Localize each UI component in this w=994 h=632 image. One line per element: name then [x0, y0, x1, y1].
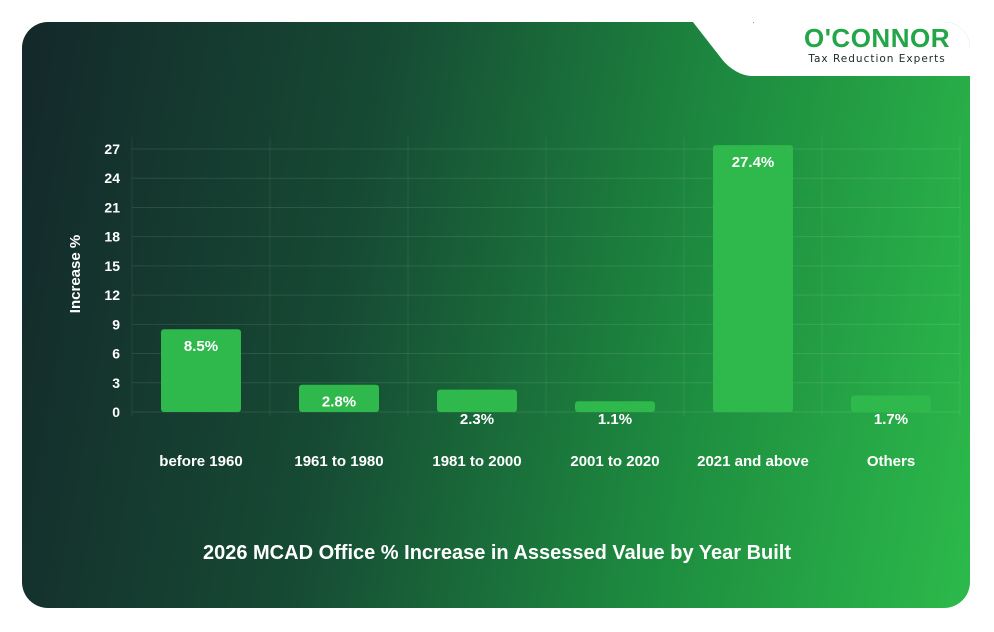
x-axis-ticks: before 1960 1961 to 1980 1981 to 2000 2001 …: [159, 453, 915, 470]
bar: [299, 384, 379, 412]
grid-lines: [131, 137, 961, 416]
y-tick-label: 24: [104, 170, 120, 186]
bar: [713, 145, 793, 412]
brand-name: O'CONNOR: [804, 23, 950, 53]
y-tick-label: 3: [112, 375, 120, 391]
data-label: 8.5%: [184, 338, 218, 355]
y-tick-label: 6: [112, 346, 120, 362]
chart-title: 2026 MCAD Office % Increase in Assessed …: [202, 542, 792, 564]
x-tick-label: 2021 and above: [697, 453, 809, 470]
y-tick-label: 9: [112, 316, 120, 332]
y-tick-label: 0: [112, 404, 120, 420]
y-axis-ticks: 0 3 6 9 12 15 18 21 24 27: [104, 141, 120, 420]
bar: [575, 401, 655, 412]
data-label: 1.7%: [874, 411, 908, 428]
data-labels: 8.5% 2.8% 2.3% 1.1% 27.4% 1.7%: [184, 154, 908, 428]
bar: [851, 395, 931, 412]
x-tick-label: Others: [867, 453, 915, 470]
y-tick-label: 12: [104, 287, 120, 303]
x-tick-label: 1961 to 1980: [294, 453, 383, 470]
x-tick-label: 2001 to 2020: [570, 453, 659, 470]
data-label: 2.3%: [460, 411, 494, 428]
chart-card: [22, 22, 970, 608]
data-label: 2.8%: [322, 394, 356, 411]
y-tick-label: 21: [104, 199, 120, 215]
brand-logo: O'CONNOR Tax Reduction Experts: [782, 24, 972, 65]
bar: [437, 389, 517, 412]
bars: [161, 145, 931, 412]
x-tick-label: 1981 to 2000: [432, 453, 521, 470]
bar: [161, 329, 241, 412]
data-label: 27.4%: [732, 154, 775, 171]
data-label: 1.1%: [598, 411, 632, 428]
y-tick-label: 27: [104, 141, 120, 157]
y-tick-label: 15: [104, 258, 120, 274]
y-axis-label: Increase %: [67, 235, 84, 313]
y-tick-label: 18: [104, 229, 120, 245]
x-tick-label: before 1960: [159, 453, 242, 470]
logo-tab: [754, 22, 970, 76]
brand-tagline: Tax Reduction Experts: [808, 53, 946, 65]
